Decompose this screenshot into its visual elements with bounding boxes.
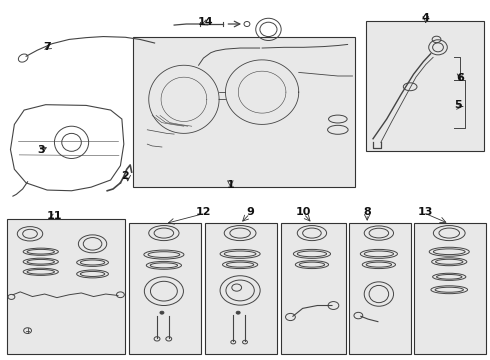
Text: 10: 10	[296, 207, 311, 217]
Bar	[129, 223, 201, 354]
Text: 14: 14	[198, 17, 214, 27]
Bar	[348, 223, 411, 354]
Text: 7: 7	[43, 42, 51, 52]
Bar	[133, 37, 355, 187]
Ellipse shape	[160, 311, 164, 314]
Text: 3: 3	[37, 144, 45, 154]
Bar	[205, 223, 277, 354]
Text: 9: 9	[246, 207, 254, 217]
Bar	[6, 220, 125, 354]
Text: 1: 1	[226, 180, 234, 190]
Ellipse shape	[236, 311, 240, 314]
Bar	[366, 22, 485, 150]
Bar	[281, 223, 345, 354]
Text: 8: 8	[363, 207, 371, 217]
Text: 11: 11	[47, 211, 62, 221]
Text: 13: 13	[418, 207, 434, 217]
Text: 12: 12	[196, 207, 211, 217]
Text: 5: 5	[454, 100, 462, 110]
Text: 2: 2	[122, 171, 129, 181]
Bar	[414, 223, 487, 354]
Text: 6: 6	[456, 73, 464, 83]
Text: 4: 4	[422, 13, 430, 23]
